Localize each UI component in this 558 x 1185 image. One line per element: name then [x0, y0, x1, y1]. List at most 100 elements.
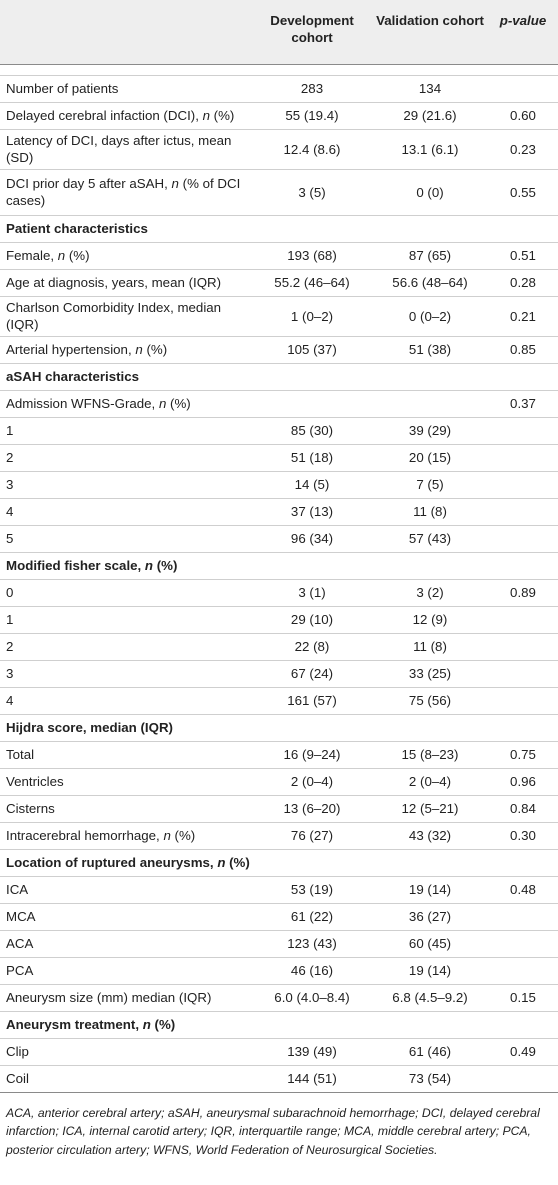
p-value: 0.89: [510, 585, 536, 600]
row-label: Delayed cerebral infaction (DCI), n (%): [6, 108, 235, 123]
development-value: 283: [300, 81, 324, 96]
development-value: 1 (0–2): [290, 308, 334, 324]
validation-value: 19 (14): [408, 963, 452, 978]
section-row: Location of ruptured aneurysms, n (%): [0, 849, 558, 876]
table-row: Cisterns 13 (6–20) 12 (5–21) 0.84: [0, 795, 558, 822]
validation-value: 56.6 (48–64): [392, 275, 468, 290]
validation-value: 87 (65): [408, 248, 452, 263]
table-row: 3 14 (5) 7 (5): [0, 471, 558, 498]
development-value: 3 (5): [298, 184, 326, 200]
development-value: 2 (0–4): [290, 774, 334, 789]
development-value: 22 (8): [294, 639, 330, 654]
validation-value: 60 (45): [408, 936, 452, 951]
section-heading: Modified fisher scale, n (%): [6, 558, 178, 573]
row-label: 4: [6, 693, 14, 708]
validation-value: 43 (32): [408, 828, 452, 843]
table-row: 4 37 (13) 11 (8): [0, 498, 558, 525]
header-validation-cohort: Validation cohort: [376, 13, 484, 28]
validation-value: 36 (27): [408, 909, 452, 924]
validation-value: 61 (46): [408, 1044, 452, 1059]
p-value: [488, 633, 558, 660]
row-label: ACA: [6, 936, 34, 951]
table-footnote: ACA, anterior cerebral artery; aSAH, ane…: [6, 1105, 540, 1157]
development-value: 67 (24): [290, 666, 334, 681]
validation-value: 29 (21.6): [403, 108, 457, 123]
table-row: 4 161 (57) 75 (56): [0, 687, 558, 714]
table-row: ACA 123 (43) 60 (45): [0, 930, 558, 957]
row-label: 3: [6, 477, 14, 492]
row-label: DCI prior day 5 after aSAH, n (% of DCI …: [6, 176, 241, 208]
validation-value: 6.8 (4.5–9.2): [392, 990, 468, 1005]
section-row: Patient characteristics: [0, 215, 558, 242]
p-value: [488, 687, 558, 714]
development-value: 105 (37): [287, 342, 337, 357]
development-value: 16 (9–24): [283, 747, 341, 762]
row-label: Latency of DCI, days after ictus, mean (…: [6, 133, 232, 165]
row-label: 1: [6, 423, 14, 438]
validation-value: 75 (56): [408, 693, 452, 708]
table-row: MCA 61 (22) 36 (27): [0, 903, 558, 930]
table-row: Arterial hypertension, n (%) 105 (37) 51 (…: [0, 336, 558, 363]
development-value: 139 (49): [287, 1044, 337, 1059]
row-label: ICA: [6, 882, 29, 897]
table-row: Clip 139 (49) 61 (46) 0.49: [0, 1038, 558, 1065]
table-row: Number of patients 283 134: [0, 75, 558, 102]
development-value: 13 (6–20): [283, 801, 341, 816]
validation-value: 12 (9): [412, 612, 448, 627]
table-row: Intracerebral hemorrhage, n (%) 76 (27) 43…: [0, 822, 558, 849]
section-heading: Hijdra score, median (IQR): [6, 720, 173, 735]
table-row: DCI prior day 5 after aSAH, n (% of DCI …: [0, 169, 558, 215]
validation-value: 15 (8–23): [401, 747, 459, 762]
header-development-cohort: Development cohort: [270, 13, 354, 45]
validation-value: 3 (2): [416, 585, 444, 600]
p-value: 0.84: [510, 801, 536, 816]
p-value: [488, 75, 558, 102]
row-label: 3: [6, 666, 14, 681]
table-row: 1 85 (30) 39 (29): [0, 417, 558, 444]
table-row: Coil 144 (51) 73 (54): [0, 1065, 558, 1092]
row-label: Arterial hypertension, n (%): [6, 342, 168, 357]
validation-value: 39 (29): [408, 423, 452, 438]
validation-value: 73 (54): [408, 1071, 452, 1086]
table-header: Development cohort Validation cohort p-v…: [0, 0, 558, 64]
section-row: Modified fisher scale, n (%): [0, 552, 558, 579]
development-value: 76 (27): [290, 828, 334, 843]
development-value: 37 (13): [290, 504, 334, 519]
table-row: Female, n (%) 193 (68) 87 (65) 0.51: [0, 242, 558, 269]
table-row: Total 16 (9–24) 15 (8–23) 0.75: [0, 741, 558, 768]
table-container: Development cohort Validation cohort p-v…: [0, 0, 558, 1157]
p-value: [488, 660, 558, 687]
row-label: Clip: [6, 1044, 29, 1059]
validation-value: 20 (15): [408, 450, 452, 465]
p-value: 0.21: [510, 308, 536, 324]
development-value: 51 (18): [290, 450, 334, 465]
p-value: [488, 525, 558, 552]
header-p-value: p-value: [499, 13, 547, 28]
row-label: Age at diagnosis, years, mean (IQR): [6, 275, 222, 290]
validation-value: 12 (5–21): [401, 801, 459, 816]
validation-value: 13.1 (6.1): [401, 141, 459, 157]
validation-value: 51 (38): [408, 342, 452, 357]
validation-value: 11 (8): [413, 504, 447, 519]
header-col1: [0, 0, 252, 64]
p-value: [488, 957, 558, 984]
p-value: 0.51: [510, 248, 536, 263]
development-value: 55.2 (46–64): [274, 275, 350, 290]
p-value: [488, 417, 558, 444]
row-label: 2: [6, 639, 14, 654]
p-value: [488, 1065, 558, 1092]
table-body: Number of patients 283 134 Delayed cerebral…: [0, 64, 558, 1092]
row-label: Female, n (%): [6, 248, 90, 263]
p-value: 0.28: [510, 275, 536, 290]
table-row: 5 96 (34) 57 (43): [0, 525, 558, 552]
row-label: Intracerebral hemorrhage, n (%): [6, 828, 196, 843]
row-label: Total: [6, 747, 35, 762]
development-value: 3 (1): [298, 585, 326, 600]
row-label: Aneurysm size (mm) median (IQR): [6, 990, 212, 1005]
row-label: PCA: [6, 963, 34, 978]
table-row: Delayed cerebral infaction (DCI), n (%) 5…: [0, 102, 558, 129]
table-row: Latency of DCI, days after ictus, mean (…: [0, 129, 558, 169]
row-label: Charlson Comorbidity Index, median (IQR): [6, 300, 222, 332]
validation-value: 134: [418, 81, 442, 96]
p-value: 0.85: [510, 342, 536, 357]
